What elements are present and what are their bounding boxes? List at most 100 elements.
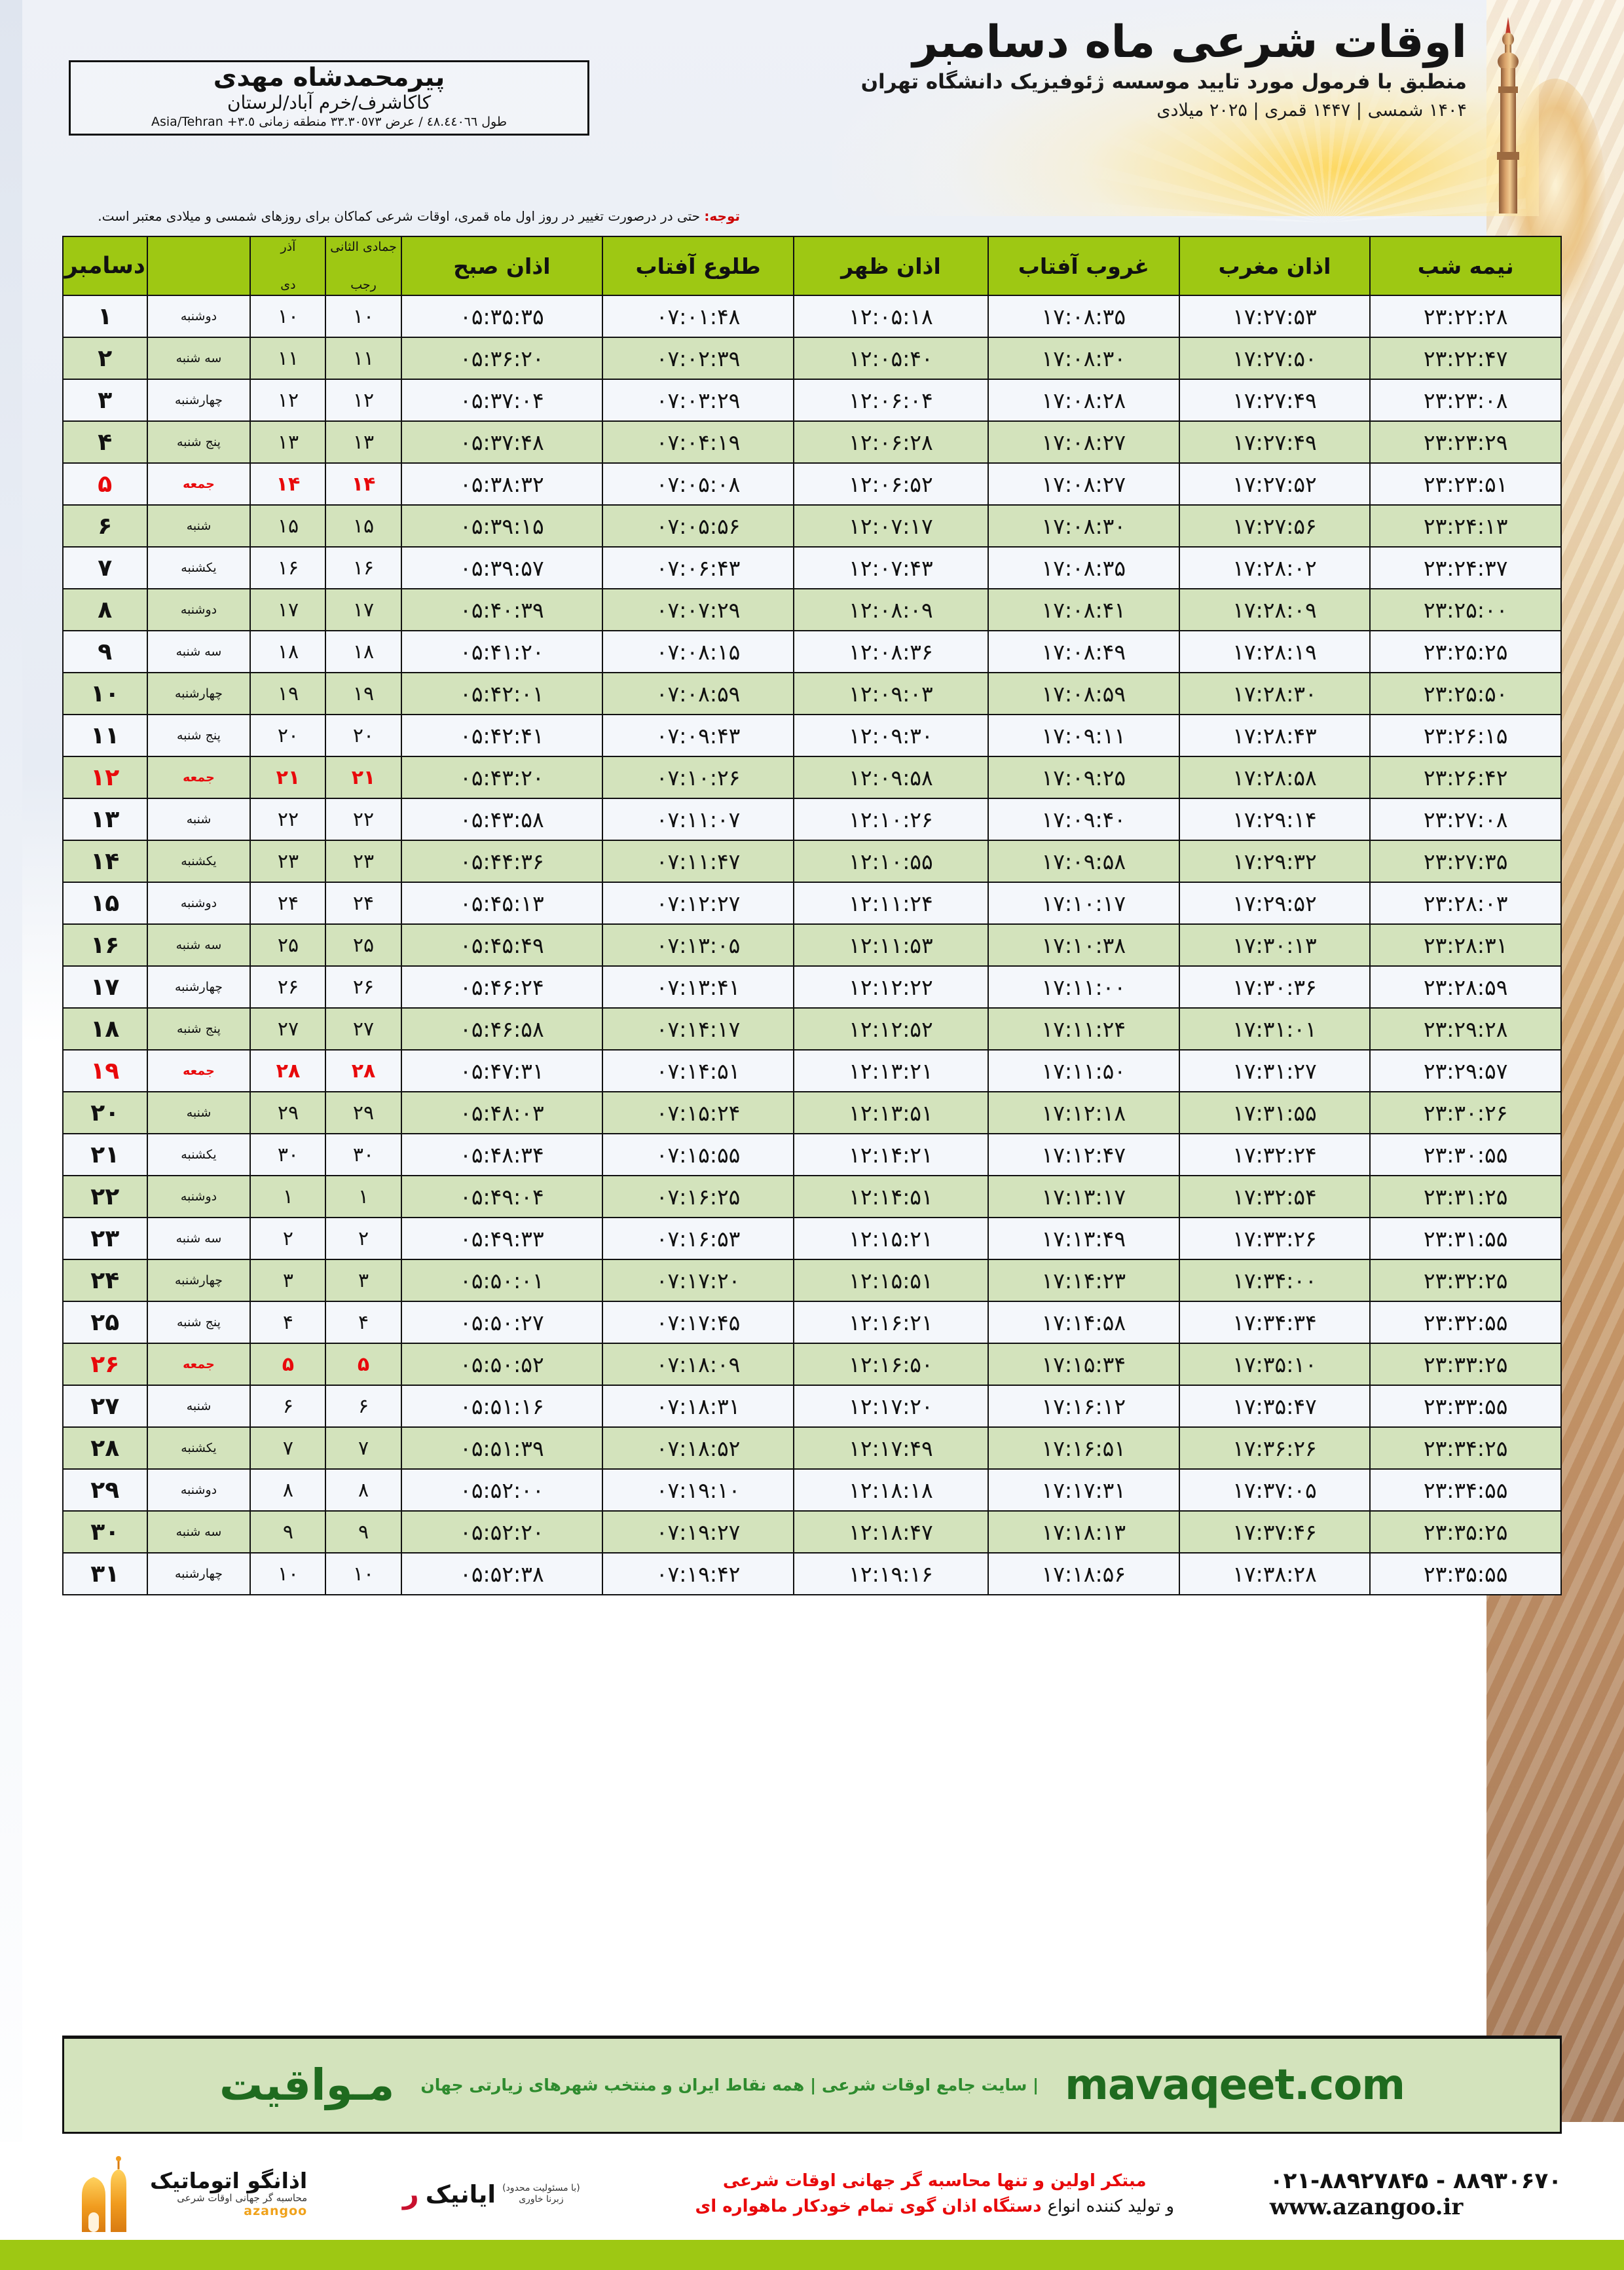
cell-sunset: ۱۷:۱۷:۳۱ bbox=[987, 1468, 1180, 1512]
cell-gregorian-day: ۱ bbox=[62, 295, 148, 338]
cell-fajr: ۰۵:۵۲:۲۰ bbox=[400, 1510, 604, 1554]
cell-gregorian-day: ۲۸ bbox=[62, 1426, 148, 1470]
cell-hijri-day: ۲۹ bbox=[325, 1091, 402, 1134]
mavaqeet-tagline: | سایت جامع اوقات شرعی | همه نقاط ایران … bbox=[420, 2075, 1039, 2095]
rayanic-name: ایانیک bbox=[425, 2180, 496, 2208]
cell-weekday: چهارشنبه bbox=[146, 1552, 251, 1595]
cell-maghrib: ۱۷:۲۷:۵۲ bbox=[1178, 462, 1371, 506]
cell-weekday: پنج شنبه bbox=[146, 1007, 251, 1051]
cell-midnight: ۲۳:۳۳:۲۵ bbox=[1369, 1343, 1562, 1386]
cell-midnight: ۲۳:۳۱:۲۵ bbox=[1369, 1175, 1562, 1218]
contact-website[interactable]: www.azangoo.ir bbox=[1269, 2194, 1464, 2220]
cell-sunrise: ۰۷:۰۴:۱۹ bbox=[602, 420, 794, 464]
cell-hijri-day: ۱۹ bbox=[325, 672, 402, 715]
cell-sunset: ۱۷:۰۸:۴۹ bbox=[987, 630, 1180, 673]
table-body: ۲۳:۲۲:۲۸ ۱۷:۲۷:۵۳ ۱۷:۰۸:۳۵ ۱۲:۰۵:۱۸ ۰۷:۰۱:۴۸… bbox=[62, 295, 1562, 1595]
table-row: ۲۳:۲۲:۴۷ ۱۷:۲۷:۵۰ ۱۷:۰۸:۳۰ ۱۲:۰۵:۴۰ ۰۷:۰۲:۳۹… bbox=[62, 337, 1562, 380]
cell-noon: ۱۲:۱۷:۴۹ bbox=[792, 1426, 989, 1470]
cell-maghrib: ۱۷:۳۲:۲۴ bbox=[1178, 1133, 1371, 1176]
claim-line-2-red: دستگاه اذان گوی تمام خودکار ماهواره ای bbox=[695, 2197, 1042, 2216]
cell-solar-day: ۱۳ bbox=[249, 420, 327, 464]
cell-maghrib: ۱۷:۲۸:۳۰ bbox=[1178, 672, 1371, 715]
cell-midnight: ۲۳:۳۰:۵۵ bbox=[1369, 1133, 1562, 1176]
cell-hijri-day: ۳ bbox=[325, 1259, 402, 1302]
cell-sunrise: ۰۷:۰۹:۴۳ bbox=[602, 714, 794, 757]
cell-hijri-day: ۹ bbox=[325, 1510, 402, 1554]
cell-sunset: ۱۷:۱۱:۵۰ bbox=[987, 1049, 1180, 1092]
cell-gregorian-day: ۱۴ bbox=[62, 840, 148, 883]
cell-midnight: ۲۳:۳۱:۵۵ bbox=[1369, 1217, 1562, 1260]
cell-solar-day: ۲۵ bbox=[249, 923, 327, 967]
cell-solar-day: ۲۹ bbox=[249, 1091, 327, 1134]
cell-noon: ۱۲:۱۷:۲۰ bbox=[792, 1385, 989, 1428]
cell-weekday: شنبه bbox=[146, 1385, 251, 1428]
cell-noon: ۱۲:۱۱:۲۴ bbox=[792, 882, 989, 925]
cell-gregorian-day: ۴ bbox=[62, 420, 148, 464]
cell-solar-day: ۲۷ bbox=[249, 1007, 327, 1051]
cell-noon: ۱۲:۰۹:۳۰ bbox=[792, 714, 989, 757]
cell-fajr: ۰۵:۳۹:۵۷ bbox=[400, 546, 604, 589]
cell-fajr: ۰۵:۴۶:۵۸ bbox=[400, 1007, 604, 1051]
cell-hijri-day: ۴ bbox=[325, 1301, 402, 1344]
cell-solar-day: ۲۱ bbox=[249, 756, 327, 799]
cell-gregorian-day: ۱۱ bbox=[62, 714, 148, 757]
cell-gregorian-day: ۲۷ bbox=[62, 1385, 148, 1428]
cell-sunrise: ۰۷:۱۷:۲۰ bbox=[602, 1259, 794, 1302]
table-row: ۲۳:۲۸:۵۹ ۱۷:۳۰:۳۶ ۱۷:۱۱:۰۰ ۱۲:۱۲:۲۲ ۰۷:۱۳:۴۱… bbox=[62, 965, 1562, 1009]
cell-sunset: ۱۷:۱۸:۱۳ bbox=[987, 1510, 1180, 1554]
cell-hijri-day: ۱۶ bbox=[325, 546, 402, 589]
cell-sunset: ۱۷:۰۸:۳۵ bbox=[987, 295, 1180, 338]
cell-sunset: ۱۷:۰۹:۵۸ bbox=[987, 840, 1180, 883]
table-row: ۲۳:۲۳:۰۸ ۱۷:۲۷:۴۹ ۱۷:۰۸:۲۸ ۱۲:۰۶:۰۴ ۰۷:۰۳:۲۹… bbox=[62, 379, 1562, 422]
cell-sunset: ۱۷:۰۸:۳۰ bbox=[987, 504, 1180, 548]
page-header: اوقات شرعی ماه دسامبر منطبق با فرمول مور… bbox=[0, 0, 1624, 224]
cell-maghrib: ۱۷:۲۷:۴۹ bbox=[1178, 420, 1371, 464]
cell-solar-day: ۲۰ bbox=[249, 714, 327, 757]
cell-noon: ۱۲:۱۹:۱۶ bbox=[792, 1552, 989, 1595]
cell-hijri-day: ۱۰ bbox=[325, 1552, 402, 1595]
cell-fajr: ۰۵:۴۰:۳۹ bbox=[400, 588, 604, 631]
city-name: پیرمحمدشاه مهدی bbox=[213, 63, 445, 92]
cell-weekday: جمعه bbox=[146, 462, 251, 506]
cell-gregorian-day: ۲۹ bbox=[62, 1468, 148, 1512]
cell-sunset: ۱۷:۱۰:۳۸ bbox=[987, 923, 1180, 967]
cell-midnight: ۲۳:۳۴:۲۵ bbox=[1369, 1426, 1562, 1470]
cell-noon: ۱۲:۰۷:۴۳ bbox=[792, 546, 989, 589]
cell-maghrib: ۱۷:۳۷:۴۶ bbox=[1178, 1510, 1371, 1554]
cell-solar-day: ۲۴ bbox=[249, 882, 327, 925]
cell-weekday: چهارشنبه bbox=[146, 672, 251, 715]
header-gregorian-month: دسامبر bbox=[62, 236, 148, 296]
cell-maghrib: ۱۷:۲۹:۳۲ bbox=[1178, 840, 1371, 883]
cell-sunset: ۱۷:۰۸:۲۷ bbox=[987, 462, 1180, 506]
cell-noon: ۱۲:۰۶:۲۸ bbox=[792, 420, 989, 464]
mavaqeet-url[interactable]: mavaqeet.com bbox=[1065, 2061, 1405, 2110]
cell-sunset: ۱۷:۰۹:۲۵ bbox=[987, 756, 1180, 799]
cell-midnight: ۲۳:۳۵:۲۵ bbox=[1369, 1510, 1562, 1554]
cell-sunset: ۱۷:۱۳:۱۷ bbox=[987, 1175, 1180, 1218]
cell-sunrise: ۰۷:۱۰:۲۶ bbox=[602, 756, 794, 799]
cell-maghrib: ۱۷:۲۸:۰۲ bbox=[1178, 546, 1371, 589]
cell-sunrise: ۰۷:۰۸:۵۹ bbox=[602, 672, 794, 715]
cell-sunrise: ۰۷:۰۷:۲۹ bbox=[602, 588, 794, 631]
table-row: ۲۳:۳۱:۵۵ ۱۷:۳۳:۲۶ ۱۷:۱۳:۴۹ ۱۲:۱۵:۲۱ ۰۷:۱۶:۵۳… bbox=[62, 1217, 1562, 1260]
cell-gregorian-day: ۹ bbox=[62, 630, 148, 673]
cell-midnight: ۲۳:۳۰:۲۶ bbox=[1369, 1091, 1562, 1134]
cell-weekday: یکشنبه bbox=[146, 1426, 251, 1470]
cell-midnight: ۲۳:۲۶:۱۵ bbox=[1369, 714, 1562, 757]
azangoo-logo-block: اذانگو اتوماتیک محاسبه گر جهانی اوقات شر… bbox=[62, 2155, 307, 2233]
cell-maghrib: ۱۷:۳۴:۰۰ bbox=[1178, 1259, 1371, 1302]
cell-sunset: ۱۷:۱۲:۱۸ bbox=[987, 1091, 1180, 1134]
cell-gregorian-day: ۱۷ bbox=[62, 965, 148, 1009]
cell-sunrise: ۰۷:۱۴:۵۱ bbox=[602, 1049, 794, 1092]
cell-sunset: ۱۷:۰۸:۲۸ bbox=[987, 379, 1180, 422]
cell-midnight: ۲۳:۲۲:۲۸ bbox=[1369, 295, 1562, 338]
cell-hijri-day: ۲۵ bbox=[325, 923, 402, 967]
table-row: ۲۳:۲۷:۳۵ ۱۷:۲۹:۳۲ ۱۷:۰۹:۵۸ ۱۲:۱۰:۵۵ ۰۷:۱۱:۴۷… bbox=[62, 840, 1562, 883]
cell-midnight: ۲۳:۲۷:۰۸ bbox=[1369, 798, 1562, 841]
cell-sunrise: ۰۷:۱۷:۴۵ bbox=[602, 1301, 794, 1344]
cell-fajr: ۰۵:۳۹:۱۵ bbox=[400, 504, 604, 548]
cell-weekday: شنبه bbox=[146, 798, 251, 841]
cell-solar-day: ۲۶ bbox=[249, 965, 327, 1009]
table-row: ۲۳:۲۴:۱۳ ۱۷:۲۷:۵۶ ۱۷:۰۸:۳۰ ۱۲:۰۷:۱۷ ۰۷:۰۵:۵۶… bbox=[62, 504, 1562, 548]
cell-midnight: ۲۳:۳۳:۵۵ bbox=[1369, 1385, 1562, 1428]
